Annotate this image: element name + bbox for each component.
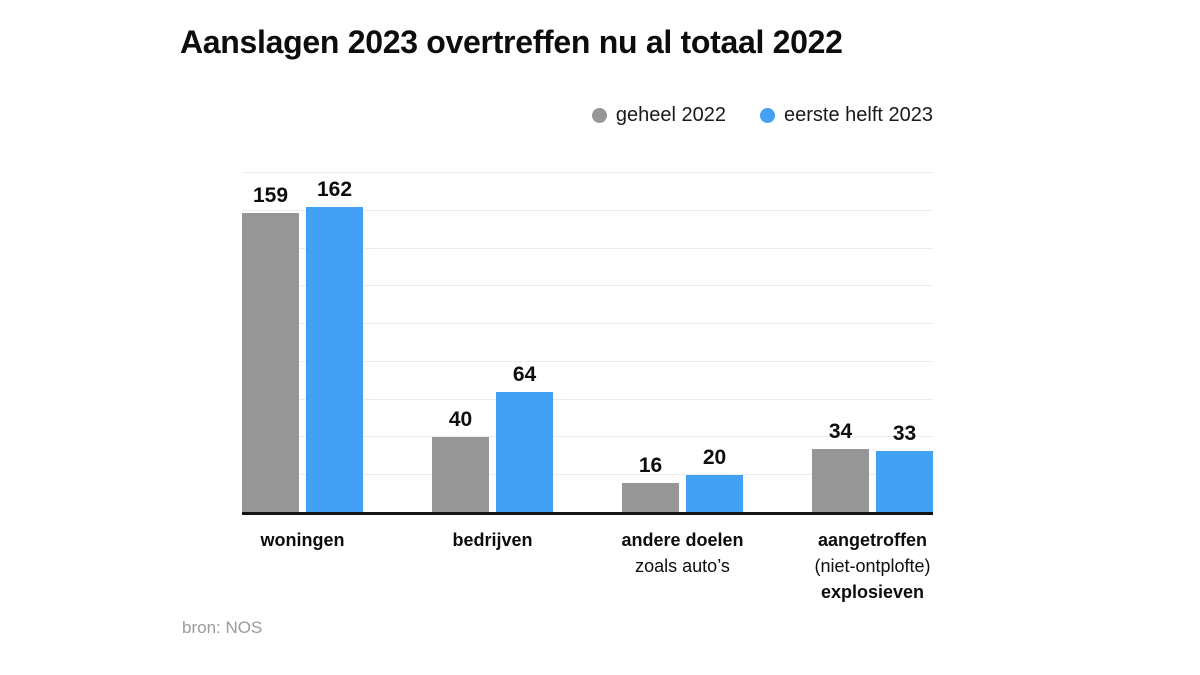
bar-group: 16 20 — [622, 173, 743, 513]
gridline — [242, 474, 933, 476]
bar — [876, 450, 933, 513]
bar-group: 40 64 — [432, 173, 553, 513]
bar-column: 40 — [432, 173, 489, 513]
gridline — [242, 398, 933, 400]
legend: geheel 2022 eerste helft 2023 — [242, 104, 933, 127]
x-axis-label-line: explosieven — [820, 582, 925, 602]
x-axis-label-line: andere doelen — [621, 530, 744, 550]
bar-column: 64 — [496, 173, 553, 513]
bar-column: 20 — [686, 173, 743, 513]
chart-title: Aanslagen 2023 overtreffen nu al totaal … — [180, 24, 843, 60]
bar — [432, 437, 489, 513]
x-axis-label-line: (niet-ontplofte) — [814, 556, 931, 576]
bar — [622, 482, 679, 513]
legend-label: eerste helft 2023 — [784, 104, 933, 126]
gridline — [242, 436, 933, 438]
bar-value-label: 33 — [892, 421, 917, 445]
x-axis-label: bedrijven — [452, 527, 532, 553]
bar-value-label: 159 — [252, 183, 289, 207]
x-axis-label: aangetroffen (niet-ontplofte) explosieven — [814, 527, 930, 605]
gridline — [242, 285, 933, 287]
gridline — [242, 172, 933, 173]
x-axis-label-line: zoals auto’s — [635, 556, 730, 576]
bar-group: 34 33 — [812, 173, 933, 513]
legend-item-geheel-2022: geheel 2022 — [591, 104, 726, 127]
legend-dot-blue-icon — [760, 108, 775, 123]
x-axis-label-line: aangetroffen — [817, 530, 927, 550]
x-axis-label-line: bedrijven — [452, 530, 533, 550]
bar — [686, 475, 743, 513]
x-axis-label: andere doelen zoals auto’s — [621, 527, 743, 579]
gridline — [242, 247, 933, 249]
bar-value-label: 20 — [702, 446, 727, 470]
x-axis-label: woningen — [261, 527, 345, 553]
bar-column: 159 — [242, 173, 299, 513]
x-axis-line — [242, 512, 933, 515]
x-axis-label-line: woningen — [260, 530, 345, 550]
gridline — [242, 323, 933, 325]
bar — [496, 392, 553, 513]
bar-value-label: 162 — [316, 178, 353, 201]
bar-column: 33 — [876, 173, 933, 513]
gridline — [242, 209, 933, 211]
x-axis-labels: woningen bedrijven andere doelen zoals auto… — [242, 527, 933, 622]
bar-column: 162 — [306, 173, 363, 513]
source-credit: bron: NOS — [182, 618, 263, 637]
bar — [812, 448, 869, 513]
plot-area: 159 162 40 64 16 20 34 33 — [242, 172, 933, 515]
legend-dot-gray-icon — [591, 108, 607, 123]
bar-value-label: 64 — [512, 363, 537, 387]
bar-column: 34 — [812, 173, 869, 513]
bar — [242, 212, 299, 513]
legend-item-eerste-helft-2023: eerste helft 2023 — [760, 104, 933, 127]
legend-label: geheel 2022 — [615, 104, 726, 126]
gridline — [242, 360, 933, 362]
bar-column: 16 — [622, 173, 679, 513]
bar-groups: 159 162 40 64 16 20 34 33 — [242, 173, 933, 513]
bar — [306, 207, 363, 513]
bar-value-label: 16 — [638, 453, 663, 477]
bar-group: 159 162 — [242, 173, 363, 513]
bar-value-label: 40 — [448, 408, 473, 432]
bar-value-label: 34 — [828, 419, 853, 443]
